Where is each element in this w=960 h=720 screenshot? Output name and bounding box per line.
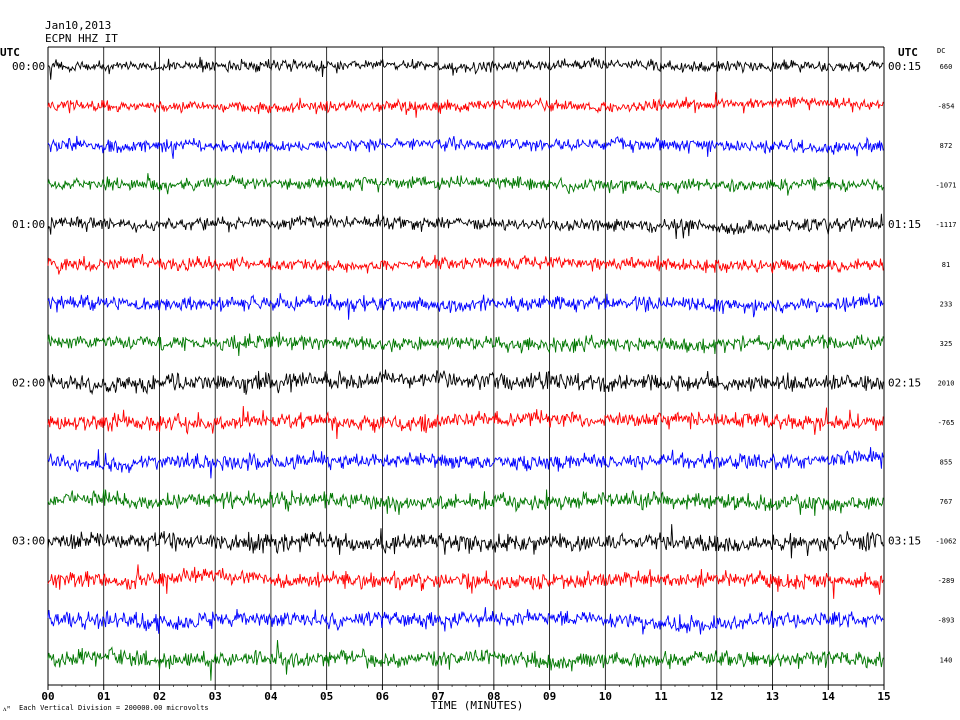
x-tick-label: 01 [97, 690, 111, 703]
x-tick-label: 08 [487, 690, 500, 703]
seismic-trace [47, 369, 884, 396]
dc-offset-value: -854 [938, 103, 955, 111]
dc-offset-value: -1062 [935, 538, 956, 546]
chart-date: Jan10,2013 [45, 19, 112, 32]
x-axis-title: TIME (MINUTES) [431, 699, 524, 712]
x-tick-label: 11 [654, 690, 668, 703]
seismic-trace [47, 253, 884, 275]
dc-offset-value: -1071 [935, 182, 956, 190]
x-tick-label: 02 [153, 690, 166, 703]
dc-offset-value: 660 [940, 63, 953, 71]
right-hour-label: 01:15 [888, 218, 921, 231]
x-tick-label: 13 [766, 690, 779, 703]
dc-offset-value: 767 [940, 498, 953, 506]
dc-offset-value: 325 [940, 340, 953, 348]
right-utc-title: UTC [898, 46, 918, 59]
x-tick-label: 09 [543, 690, 556, 703]
x-tick-label: 05 [320, 690, 333, 703]
dc-offset-value: -765 [938, 419, 955, 427]
station-channel: ECPN HHZ IT [45, 32, 118, 45]
seismic-trace [47, 447, 884, 479]
right-hour-label: 03:15 [888, 535, 921, 548]
x-tick-label: 15 [877, 690, 890, 703]
seismic-trace [47, 92, 884, 118]
x-tick-label: 12 [710, 690, 723, 703]
x-tick-label: 06 [376, 690, 390, 703]
x-tick-label: 07 [432, 690, 445, 703]
left-hour-label: 00:00 [12, 60, 45, 73]
x-tick-label: 14 [822, 690, 836, 703]
seismic-trace [47, 405, 884, 440]
left-hour-label: 02:00 [12, 376, 45, 389]
right-hour-label: 02:15 [888, 376, 921, 389]
dc-offset-value: 140 [940, 656, 953, 664]
logo-mark: ᴧᴹ [3, 705, 11, 713]
seismic-trace [47, 56, 884, 80]
seismic-trace [47, 293, 884, 320]
seismic-trace [47, 489, 884, 516]
x-tick-label: 03 [209, 690, 222, 703]
seismic-trace [47, 173, 884, 196]
dc-offset-value: -289 [938, 577, 955, 585]
seismic-trace [47, 564, 884, 599]
left-utc-title: UTC [0, 46, 20, 59]
scale-note: Each Vertical Division = 200000.00 micro… [19, 704, 209, 712]
dc-offset-value: 855 [940, 459, 953, 467]
seismic-trace [47, 524, 884, 559]
dc-offset-value: -893 [938, 617, 955, 625]
dc-offset-value: -1117 [935, 221, 956, 229]
left-hour-label: 01:00 [12, 218, 45, 231]
dc-title: DC [937, 47, 945, 55]
seismic-trace [47, 213, 884, 240]
seismic-trace [47, 607, 884, 635]
dc-offset-value: 2010 [938, 379, 955, 387]
x-tick-label: 10 [599, 690, 612, 703]
dc-offset-value: 81 [942, 261, 950, 269]
x-tick-label: 00 [41, 690, 54, 703]
dc-offset-value: 872 [940, 142, 953, 150]
x-tick-label: 04 [264, 690, 278, 703]
seismic-trace [47, 331, 884, 357]
left-hour-label: 03:00 [12, 535, 45, 548]
right-hour-label: 00:15 [888, 60, 921, 73]
seismic-trace [47, 639, 884, 681]
seismic-trace [47, 135, 884, 159]
dc-offset-value: 233 [940, 300, 953, 308]
